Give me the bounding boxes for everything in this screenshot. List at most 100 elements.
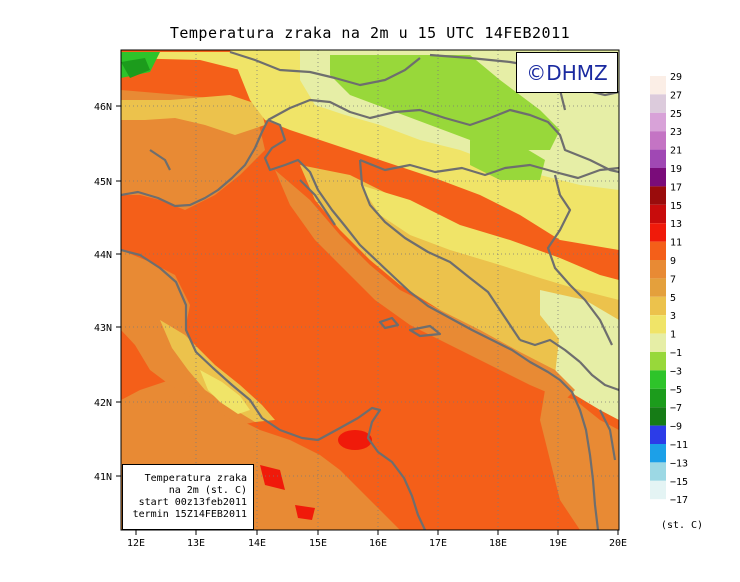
- colorbar-tick-label: 27: [670, 90, 682, 101]
- lat-label: 45N: [94, 177, 112, 188]
- map-plot-area: [121, 50, 619, 530]
- lat-label: 46N: [94, 102, 112, 113]
- colorbar-tick-label: 17: [670, 182, 682, 193]
- lon-label: 14E: [248, 538, 266, 549]
- drina-border: [546, 174, 613, 346]
- colorbar-swatch: [650, 241, 666, 260]
- lat-label: 44N: [94, 250, 112, 261]
- albania-highland: [555, 330, 619, 420]
- colorbar-swatch: [650, 444, 666, 463]
- lon-label: 20E: [609, 538, 627, 549]
- colorbar-tick-label: 13: [670, 219, 682, 230]
- kosovo-border: [579, 361, 619, 392]
- info-line-2: na 2m (st. C): [168, 485, 247, 496]
- colorbar-unit: (st. C): [661, 520, 703, 531]
- colorbar-swatch: [650, 94, 666, 113]
- colorbar-tick-label: 1: [670, 330, 676, 341]
- colorbar-tick-label: −13: [670, 458, 688, 469]
- colorbar-tick-label: 9: [670, 256, 676, 267]
- croatia-north-border: [267, 98, 619, 174]
- lat-label: 42N: [94, 398, 112, 409]
- colorbar-swatch: [650, 260, 666, 279]
- coastlines-borders: [121, 50, 619, 530]
- lon-label: 12E: [127, 538, 145, 549]
- montenegro-highland: [540, 290, 619, 360]
- lon-label: 16E: [369, 538, 387, 549]
- colorbar-swatch: [650, 76, 666, 95]
- colorbar-swatch: [650, 168, 666, 187]
- colorbar-tick-label: 19: [670, 164, 682, 175]
- kvarner-island: [299, 179, 336, 226]
- map-frame: [120, 49, 620, 531]
- colorbar-swatch: [650, 333, 666, 352]
- warm-cell-adriatic: [338, 430, 372, 450]
- colorbar-labels: 29 27 25 23 21 19 17 15 13 11 9 7 5 3 1 −1 −3 −5 −7 −9 −11 −1…: [670, 72, 688, 506]
- info-line-1: Temperatura zraka: [144, 473, 247, 484]
- colorbar-tick-label: −15: [670, 477, 688, 488]
- colorbar-swatch: [650, 296, 666, 316]
- colorbar-swatch: [650, 388, 666, 408]
- po-coast: [121, 119, 269, 208]
- colorbar-swatch: [650, 407, 666, 426]
- longitude-axis: 12E 13E 14E 15E 16E 17E 18E 19E 20E: [127, 530, 627, 549]
- warm-cell-italy-south: [295, 505, 315, 520]
- info-box: Temperatura zraka na 2m (st. C) start 00…: [122, 464, 254, 530]
- colorbar-swatch: [650, 278, 666, 297]
- colorbar-tick-label: −17: [670, 495, 688, 506]
- info-line-3: start 00z13feb2011: [138, 497, 247, 508]
- lon-label: 19E: [549, 538, 567, 549]
- colorbar-swatch: [650, 462, 666, 481]
- colorbar-swatch: [650, 149, 666, 168]
- albania-east-border: [599, 409, 617, 461]
- dalmatian-coastline: [263, 118, 600, 530]
- colorbar-tick-label: 5: [670, 293, 676, 304]
- colorbar-tick-label: −1: [670, 348, 682, 359]
- colorbar-swatch: [650, 186, 666, 205]
- colorbar-tick-label: 21: [670, 146, 682, 157]
- colorbar-tick-label: −3: [670, 366, 682, 377]
- island-brac: [378, 316, 400, 330]
- lat-label: 41N: [94, 472, 112, 483]
- colorbar-swatch: [650, 223, 666, 242]
- alps-coldest: [121, 58, 150, 78]
- albania-lowland: [540, 390, 619, 530]
- colorbar-tick-label: −7: [670, 403, 682, 414]
- austria-border: [229, 50, 421, 87]
- colorbar-tick-label: 29: [670, 72, 682, 83]
- colorbar-tick-label: 15: [670, 201, 682, 212]
- colorbar-tick-label: 3: [670, 311, 676, 322]
- colorbar-swatch: [650, 425, 666, 444]
- apennines-peak: [200, 370, 250, 414]
- north-italy-cool: [121, 95, 265, 135]
- colorbar-swatch: [650, 480, 666, 500]
- colorbar-tick-label: −5: [670, 385, 682, 396]
- colorbar-tick-label: 7: [670, 274, 676, 285]
- bosnia-west-border: [358, 159, 521, 341]
- colorbar-swatch: [650, 204, 666, 224]
- colorbar-swatch: [650, 352, 666, 371]
- sava-border: [359, 158, 619, 180]
- colorbar-swatch: [650, 370, 666, 389]
- colorbar-tick-label: 25: [670, 109, 682, 120]
- island-hvar: [408, 324, 442, 338]
- colorbar-swatch: [650, 131, 666, 150]
- colorbar-tick-label: 11: [670, 238, 682, 249]
- lon-label: 13E: [187, 538, 205, 549]
- dalmatian-coast: [275, 170, 575, 400]
- colorbar-tick-label: 23: [670, 127, 682, 138]
- latitude-axis: 46N 45N 44N 43N 42N 41N: [94, 102, 121, 483]
- dinaric-alps: [300, 165, 619, 390]
- slavonia-green: [470, 140, 545, 180]
- colorbar-tick-label: −9: [670, 422, 682, 433]
- lat-label: 43N: [94, 323, 112, 334]
- lon-label: 18E: [489, 538, 507, 549]
- info-line-4: termin 15Z14FEB2011: [132, 509, 247, 520]
- dhmz-logo: ©DHMZ: [516, 52, 618, 93]
- lagoon-outline: [149, 149, 171, 171]
- bosnia-cool: [360, 185, 619, 300]
- colorbar-tick-label: −11: [670, 440, 688, 451]
- lon-label: 15E: [309, 538, 327, 549]
- map-title: Temperatura zraka na 2m u 15 UTC 14FEB20…: [169, 24, 571, 42]
- colorbar: [650, 76, 666, 500]
